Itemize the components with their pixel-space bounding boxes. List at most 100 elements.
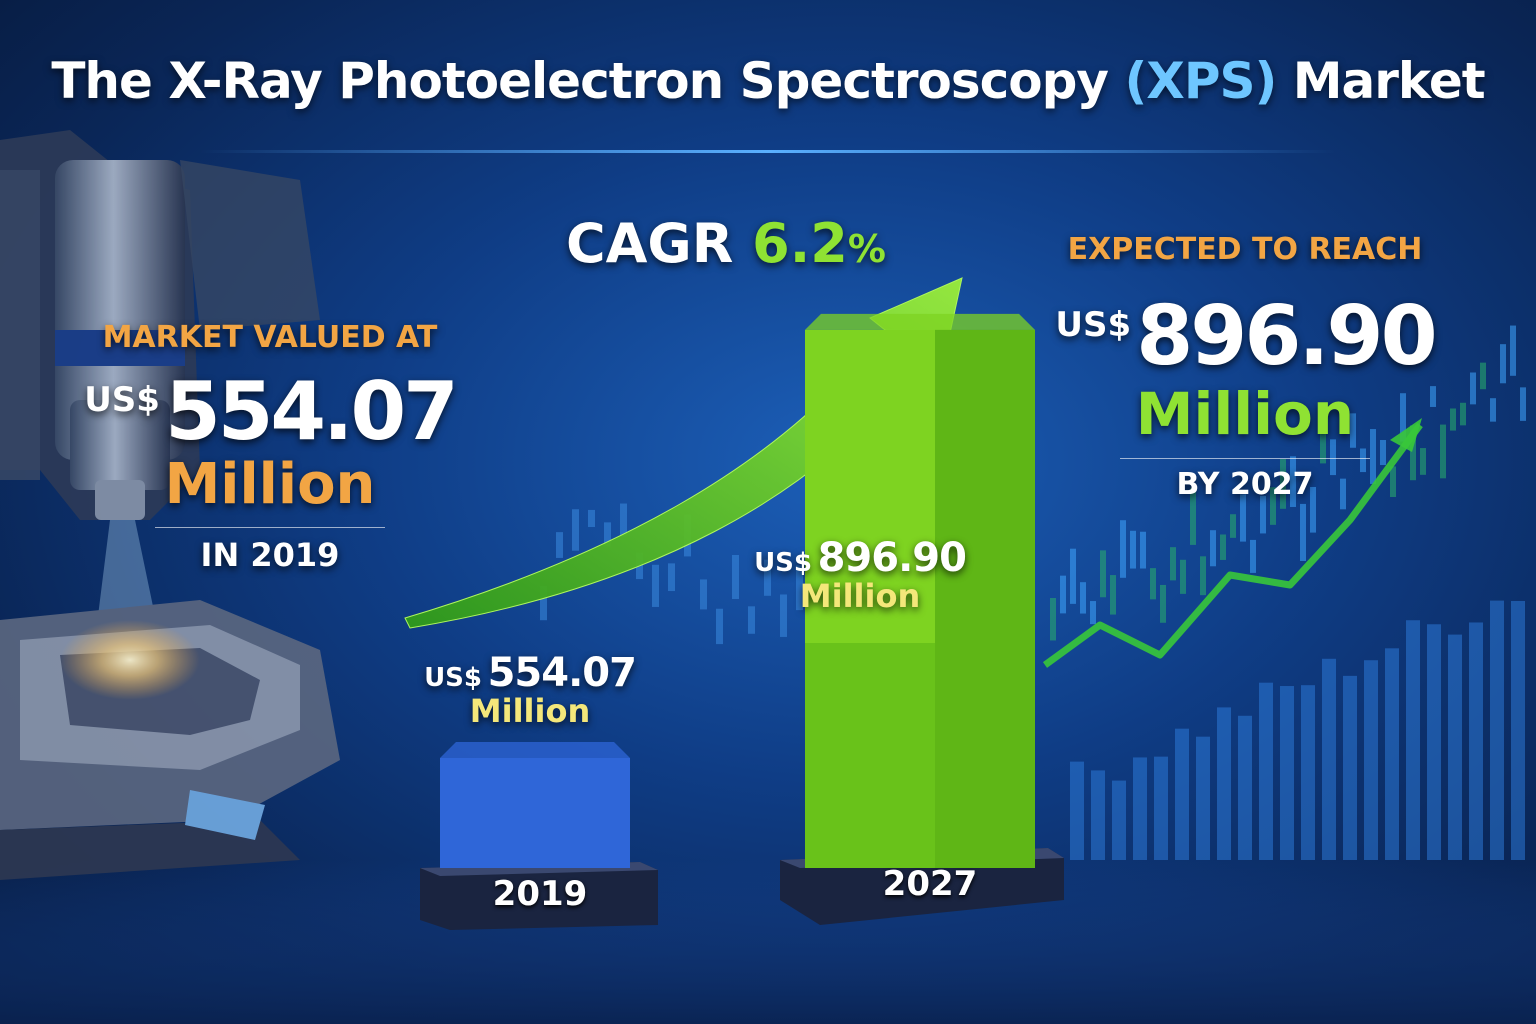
microscope-illustration: [0, 130, 340, 880]
background-candle: [1150, 568, 1156, 600]
background-candle: [1090, 601, 1096, 625]
background-candle: [1070, 548, 1076, 604]
background-candle: [604, 522, 611, 547]
background-bar: [1385, 648, 1399, 860]
forecast-amount: 896.90: [1136, 289, 1437, 384]
cagr-label: CAGR: [566, 212, 734, 275]
background-candle: [1460, 402, 1466, 426]
background-candle: [732, 555, 739, 600]
bar-value-amount: 554.07: [487, 650, 637, 696]
background-bar: [1175, 728, 1189, 860]
background-bar: [1406, 620, 1420, 860]
title-underline: [200, 150, 1336, 153]
background-candle: [1190, 487, 1196, 545]
background-candle: [1490, 398, 1496, 422]
bar-top-2019: [440, 742, 630, 758]
bar-value-currency: US$: [424, 663, 482, 693]
forecast-kicker: EXPECTED TO REACH: [1067, 232, 1423, 267]
category-label-2027: 2027: [882, 864, 978, 904]
background-candle: [1500, 344, 1506, 384]
background-bar: [1301, 685, 1315, 860]
background-candle: [1140, 531, 1146, 569]
background-bar: [1070, 761, 1084, 860]
background-candle: [1340, 478, 1346, 510]
background-candle: [748, 606, 755, 634]
market-value-amount-row: US$ 554.07: [60, 365, 480, 458]
background-bar: [1427, 624, 1441, 860]
background-candle: [1210, 530, 1216, 567]
background-candle: [668, 563, 675, 592]
background-candle: [1120, 520, 1126, 578]
bar-step-2027: [805, 643, 935, 868]
category-label-2019: 2019: [492, 874, 588, 914]
background-bar: [1238, 715, 1252, 860]
background-candle: [1450, 408, 1456, 431]
background-bar: [1154, 756, 1168, 860]
background-candle: [1050, 598, 1056, 641]
background-candle: [1510, 325, 1516, 376]
market-value-currency: US$: [84, 380, 160, 420]
background-bar: [1448, 634, 1462, 860]
bar-value-unit: Million: [799, 577, 921, 615]
background-bar: [1112, 780, 1126, 860]
background-candle: [1240, 494, 1246, 542]
bar-tall-2027: [935, 329, 1035, 868]
background-candle: [540, 586, 547, 621]
bar-value-amount: 896.90: [817, 535, 967, 581]
cagr-callout: CAGR 6.2%: [566, 212, 886, 275]
market-value-unit: Million: [164, 452, 376, 517]
background-candle: [1220, 534, 1226, 560]
cagr-suffix: %: [847, 227, 886, 271]
title-tail: Market: [1292, 52, 1486, 110]
market-value-callout: MARKET VALUED AT US$ 554.07 Million IN 2…: [60, 320, 480, 574]
background-candle: [1100, 550, 1106, 598]
floor-shade: [0, 860, 1536, 1024]
page-title: The X-Ray Photoelectron Spectroscopy (XP…: [0, 52, 1536, 110]
background-candle: [588, 509, 595, 527]
background-candle: [764, 559, 771, 596]
background-bar: [1280, 686, 1294, 860]
bar-top-2027: [805, 313, 1035, 330]
background-candle: [1180, 559, 1186, 594]
background-candle: [1110, 575, 1116, 615]
bar-value-unit: Million: [469, 692, 591, 730]
market-value-period: IN 2019: [200, 536, 340, 574]
background-candle: [1060, 575, 1066, 614]
forecast-callout: EXPECTED TO REACH US$ 896.90 Million BY …: [1030, 232, 1460, 502]
background-candle: [1270, 487, 1276, 525]
background-candle: [1290, 456, 1296, 507]
background-candle: [1520, 387, 1526, 421]
background-candle: [1480, 362, 1486, 390]
background-bar: [1343, 675, 1357, 860]
background-candle: [1310, 486, 1316, 533]
cagr-value: 6.2: [752, 212, 848, 275]
background-candle: [780, 594, 787, 637]
background-candle: [1410, 425, 1416, 481]
background-candle: [1260, 495, 1266, 534]
background-candle: [1330, 439, 1336, 476]
background-candle: [652, 564, 659, 607]
background-candle: [1320, 430, 1326, 464]
background-candle: [1200, 556, 1206, 596]
background-candle: [1360, 448, 1366, 473]
background-bar: [1364, 660, 1378, 860]
background-candle: [1300, 503, 1306, 562]
forecast-period: BY 2027: [1176, 467, 1314, 502]
background-candle: [1160, 584, 1166, 623]
chart-bars: [440, 313, 1035, 868]
background-candle: [1250, 539, 1256, 573]
background-bar: [1196, 736, 1210, 860]
background-bar: [1217, 707, 1231, 860]
background-candle: [1470, 372, 1476, 405]
background-candle: [1390, 466, 1396, 497]
background-candle: [1230, 514, 1236, 538]
market-value-amount: 554.07: [165, 365, 459, 458]
background-candle: [700, 579, 707, 610]
background-candle: [796, 565, 803, 611]
background-candle: [1370, 429, 1376, 484]
background-bar: [1259, 682, 1273, 860]
market-value-divider: [155, 527, 385, 528]
background-candle: [1440, 424, 1446, 479]
bar-value-label-2027: US$ 896.90 Million: [740, 535, 980, 615]
